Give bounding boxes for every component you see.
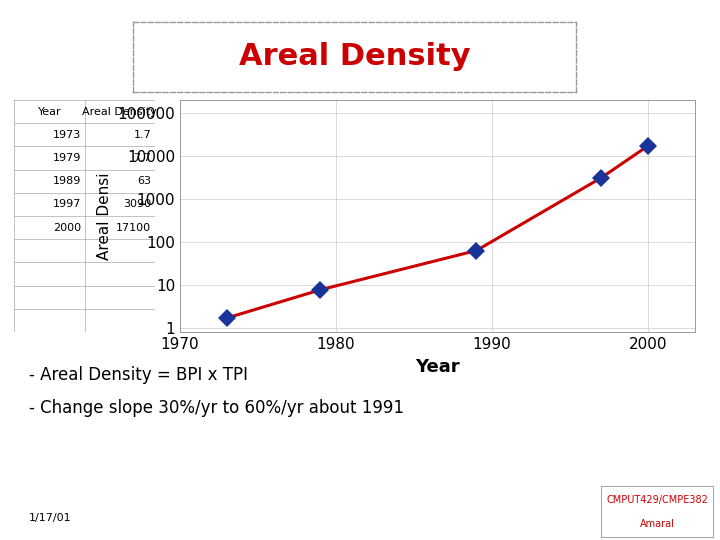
Text: - Change slope 30%/yr to 60%/yr about 1991: - Change slope 30%/yr to 60%/yr about 19…	[29, 399, 404, 417]
Text: 1979: 1979	[53, 153, 81, 163]
Text: 1/17/01: 1/17/01	[29, 514, 71, 523]
Text: 17100: 17100	[116, 222, 151, 233]
Text: 63: 63	[138, 176, 151, 186]
Text: 2000: 2000	[53, 222, 81, 233]
Y-axis label: Areal Densi: Areal Densi	[96, 172, 112, 260]
Text: Areal Density: Areal Density	[82, 106, 157, 117]
Text: Areal Density: Areal Density	[239, 42, 470, 71]
Text: Year: Year	[37, 106, 61, 117]
Text: 3090: 3090	[123, 199, 151, 210]
Text: 1.7: 1.7	[133, 130, 151, 140]
Text: 7.7: 7.7	[133, 153, 151, 163]
Text: CMPUT429/CMPE382: CMPUT429/CMPE382	[606, 495, 708, 505]
Text: 1973: 1973	[53, 130, 81, 140]
Text: Amaral: Amaral	[639, 519, 675, 530]
Text: 1989: 1989	[53, 176, 81, 186]
X-axis label: Year: Year	[415, 357, 459, 375]
Text: 1997: 1997	[53, 199, 81, 210]
Text: - Areal Density = BPI x TPI: - Areal Density = BPI x TPI	[29, 366, 248, 384]
